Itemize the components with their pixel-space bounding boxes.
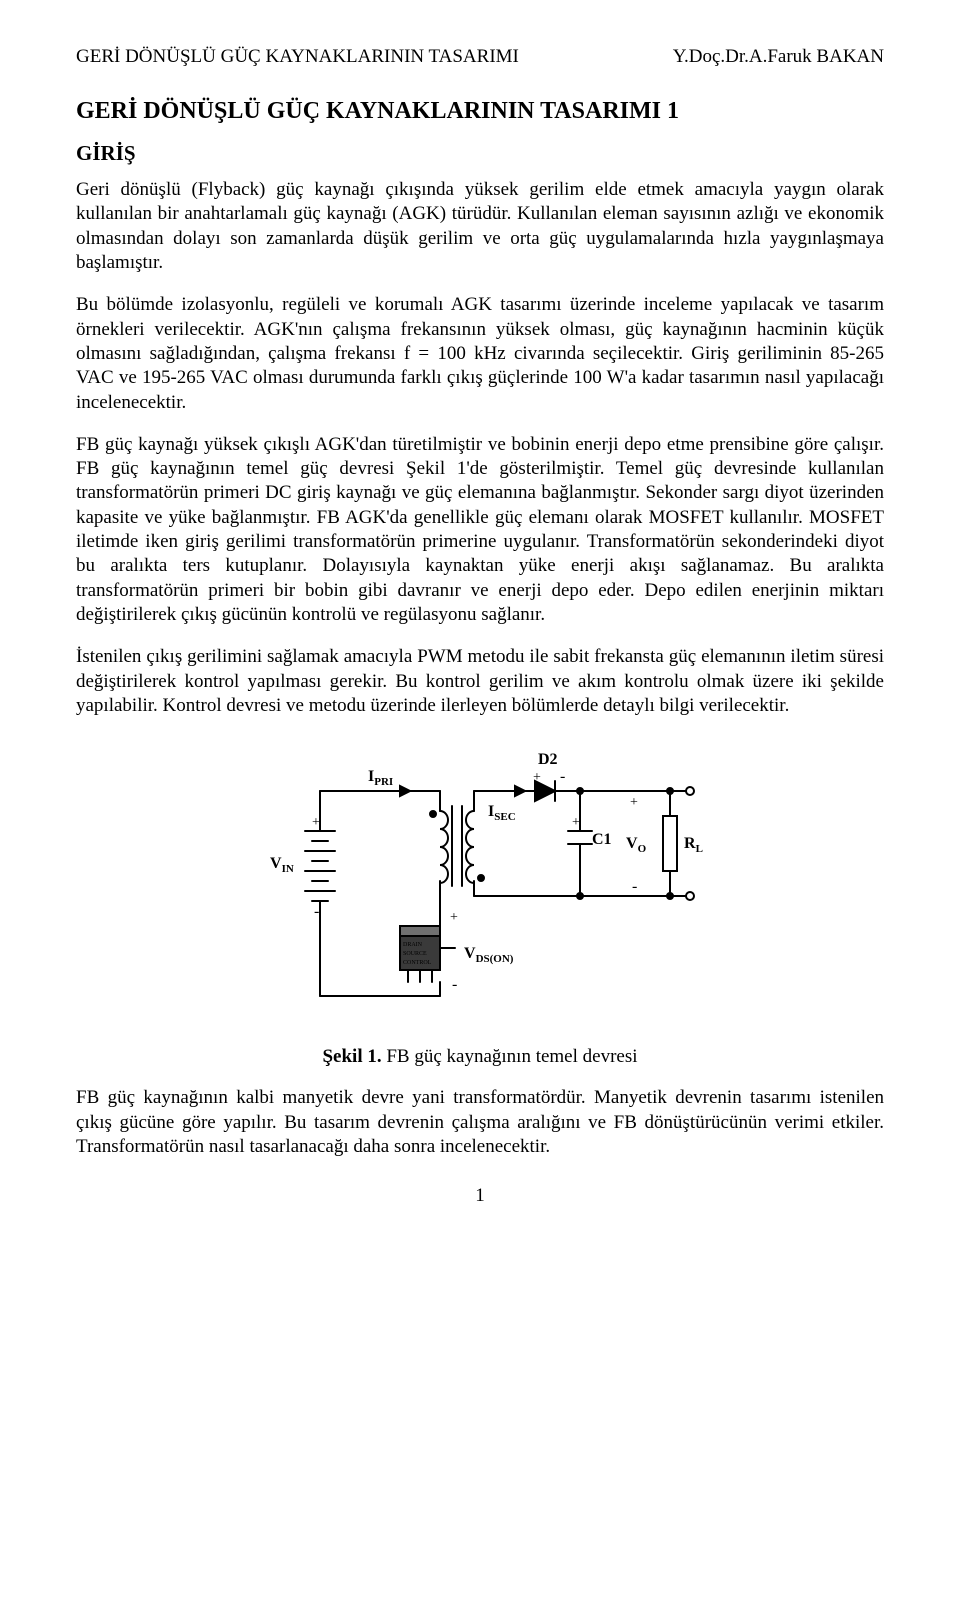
figure-caption-bold: Şekil 1. [322,1046,381,1067]
label-c1: C1 [592,831,612,848]
label-isec: ISEC [488,803,516,823]
paragraph-3: FB güç kaynağı yüksek çıkışlı AGK'dan tü… [76,433,884,628]
figure-caption-text: FB güç kaynağının temel devresi [382,1046,638,1067]
svg-text:+: + [572,815,580,830]
section-heading: GİRİŞ [76,141,884,166]
page-header: GERİ DÖNÜŞLÜ GÜÇ KAYNAKLARININ TASARIMI … [76,46,884,68]
label-vin: VIN [270,855,294,875]
mosfet-text-3: CONTROL [403,960,432,966]
paragraph-4: İstenilen çıkış gerilimini sağlamak amac… [76,645,884,718]
label-vo: VO [626,835,647,855]
figure-1: + - + - + + - + - VIN IPRI ISEC D2 C1 VO [76,736,884,1068]
mosfet-text-1: DRAIN [403,942,423,948]
svg-text:-: - [560,768,565,785]
document-title: GERİ DÖNÜŞLÜ GÜÇ KAYNAKLARININ TASARIMI … [76,98,884,125]
label-vds: VDS(ON) [464,945,514,965]
page: GERİ DÖNÜŞLÜ GÜÇ KAYNAKLARININ TASARIMI … [0,0,960,1247]
svg-text:+: + [312,815,320,830]
svg-text:-: - [452,976,457,993]
paragraph-2: Bu bölümde izolasyonlu, regüleli ve koru… [76,293,884,415]
svg-text:-: - [632,878,637,895]
svg-text:-: - [314,903,319,920]
svg-text:+: + [450,910,458,925]
label-d2: D2 [538,751,558,768]
page-number: 1 [76,1185,884,1207]
circuit-diagram: + - + - + + - + - VIN IPRI ISEC D2 C1 VO [250,736,710,1036]
mosfet-text-2: SOURCE [403,951,427,957]
paragraph-5: FB güç kaynağının kalbi manyetik devre y… [76,1086,884,1159]
header-right: Y.Doç.Dr.A.Faruk BAKAN [673,46,884,68]
paragraph-1: Geri dönüşlü (Flyback) güç kaynağı çıkış… [76,178,884,275]
svg-text:+: + [533,770,541,785]
label-rl: RL [684,835,703,855]
svg-text:+: + [630,795,638,810]
header-left: GERİ DÖNÜŞLÜ GÜÇ KAYNAKLARININ TASARIMI [76,46,519,68]
figure-caption: Şekil 1. FB güç kaynağının temel devresi [322,1046,637,1068]
label-ipri: IPRI [368,768,393,788]
